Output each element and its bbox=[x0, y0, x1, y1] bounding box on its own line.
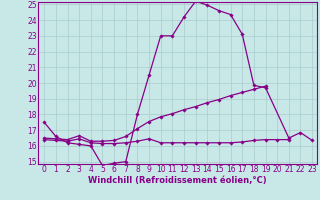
X-axis label: Windchill (Refroidissement éolien,°C): Windchill (Refroidissement éolien,°C) bbox=[88, 176, 267, 185]
